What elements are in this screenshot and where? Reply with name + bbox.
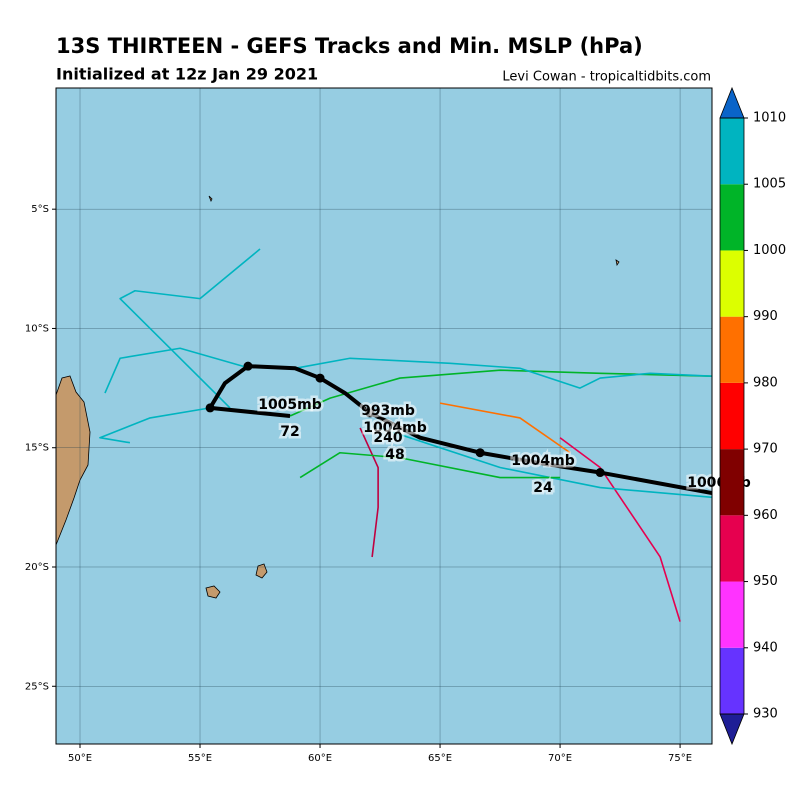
member-track (559, 437, 681, 622)
annotation: 993mb (361, 403, 415, 419)
track-point (205, 403, 215, 413)
x-tick-label: 60°E (308, 753, 332, 764)
colorbar-label: 930 (753, 707, 778, 722)
y-tick-label: 10°S (25, 323, 49, 334)
annotation: 1005mb (258, 397, 322, 413)
mean-track (208, 364, 713, 496)
colorbar-segment (720, 250, 744, 317)
islet (208, 195, 213, 202)
x-tick-label: 75°E (668, 753, 692, 764)
map: 50°E 55°E 60°E 65°E 70°E 75°E 5°S 10°S 15°S 20°S 2… (25, 87, 753, 764)
colorbar-label: 960 (753, 508, 778, 523)
x-tick-label: 70°E (548, 753, 572, 764)
track-point (315, 373, 325, 383)
colorbar-segment (720, 118, 744, 185)
colorbar-label: 1005 (753, 177, 786, 192)
colorbar-segment (720, 184, 744, 251)
colorbar-label: 970 (753, 442, 778, 457)
annotation: 72 (280, 424, 299, 440)
y-tick-label: 20°S (25, 562, 49, 573)
track-point (365, 408, 375, 418)
annotation: 1004mb (511, 453, 575, 469)
member-track (299, 451, 561, 479)
x-tick-label: 50°E (68, 753, 92, 764)
member-track (99, 407, 211, 444)
annotation: 240 (373, 430, 402, 446)
y-tick-label: 25°S (25, 681, 49, 692)
annotation: 1004mb (363, 420, 427, 436)
y-tick-label: 15°S (25, 443, 49, 454)
annotation: 24 (533, 480, 553, 496)
x-tick-label: 65°E (428, 753, 452, 764)
track-point (475, 448, 485, 458)
colorbar-label: 1010 (753, 111, 786, 126)
colorbar-over (719, 86, 745, 119)
reunion (205, 585, 221, 599)
credit: Levi Cowan - tropicaltidbits.com (502, 70, 711, 85)
member-track (289, 369, 713, 417)
member-track (119, 248, 261, 409)
madagascar (55, 375, 91, 546)
colorbar-label: 940 (753, 640, 778, 655)
member-track (104, 347, 251, 394)
islet (615, 259, 620, 267)
colorbar-segment (720, 515, 744, 582)
colorbar-label: 1000 (753, 243, 786, 258)
annotation: 48 (385, 447, 404, 463)
colorbar-segment (720, 647, 744, 714)
colorbar-frame (719, 117, 745, 715)
member-track (439, 402, 571, 454)
colorbar-segment (720, 581, 744, 648)
colorbar-segment (720, 449, 744, 516)
x-tick-label: 55°E (188, 753, 212, 764)
mauritius (255, 563, 268, 579)
title: 13S THIRTEEN - GEFS Tracks and Min. MSLP… (56, 34, 643, 58)
subtitle: Initialized at 12z Jan 29 2021 (56, 65, 318, 84)
track-point (595, 468, 605, 478)
member-track (294, 357, 713, 389)
member-track (359, 427, 379, 558)
colorbar-segment (720, 382, 744, 450)
colorbar-label: 990 (753, 309, 778, 324)
y-tick-label: 5°S (31, 204, 49, 215)
track-point (243, 361, 253, 371)
colorbar-label: 950 (753, 574, 778, 589)
map-frame (55, 87, 713, 745)
colorbar-under (719, 713, 745, 746)
colorbar-label: 980 (753, 375, 778, 390)
colorbar: 930 940 950 960 970 980 990 1000 1005 1010 (719, 86, 786, 746)
colorbar-segment (720, 316, 744, 383)
